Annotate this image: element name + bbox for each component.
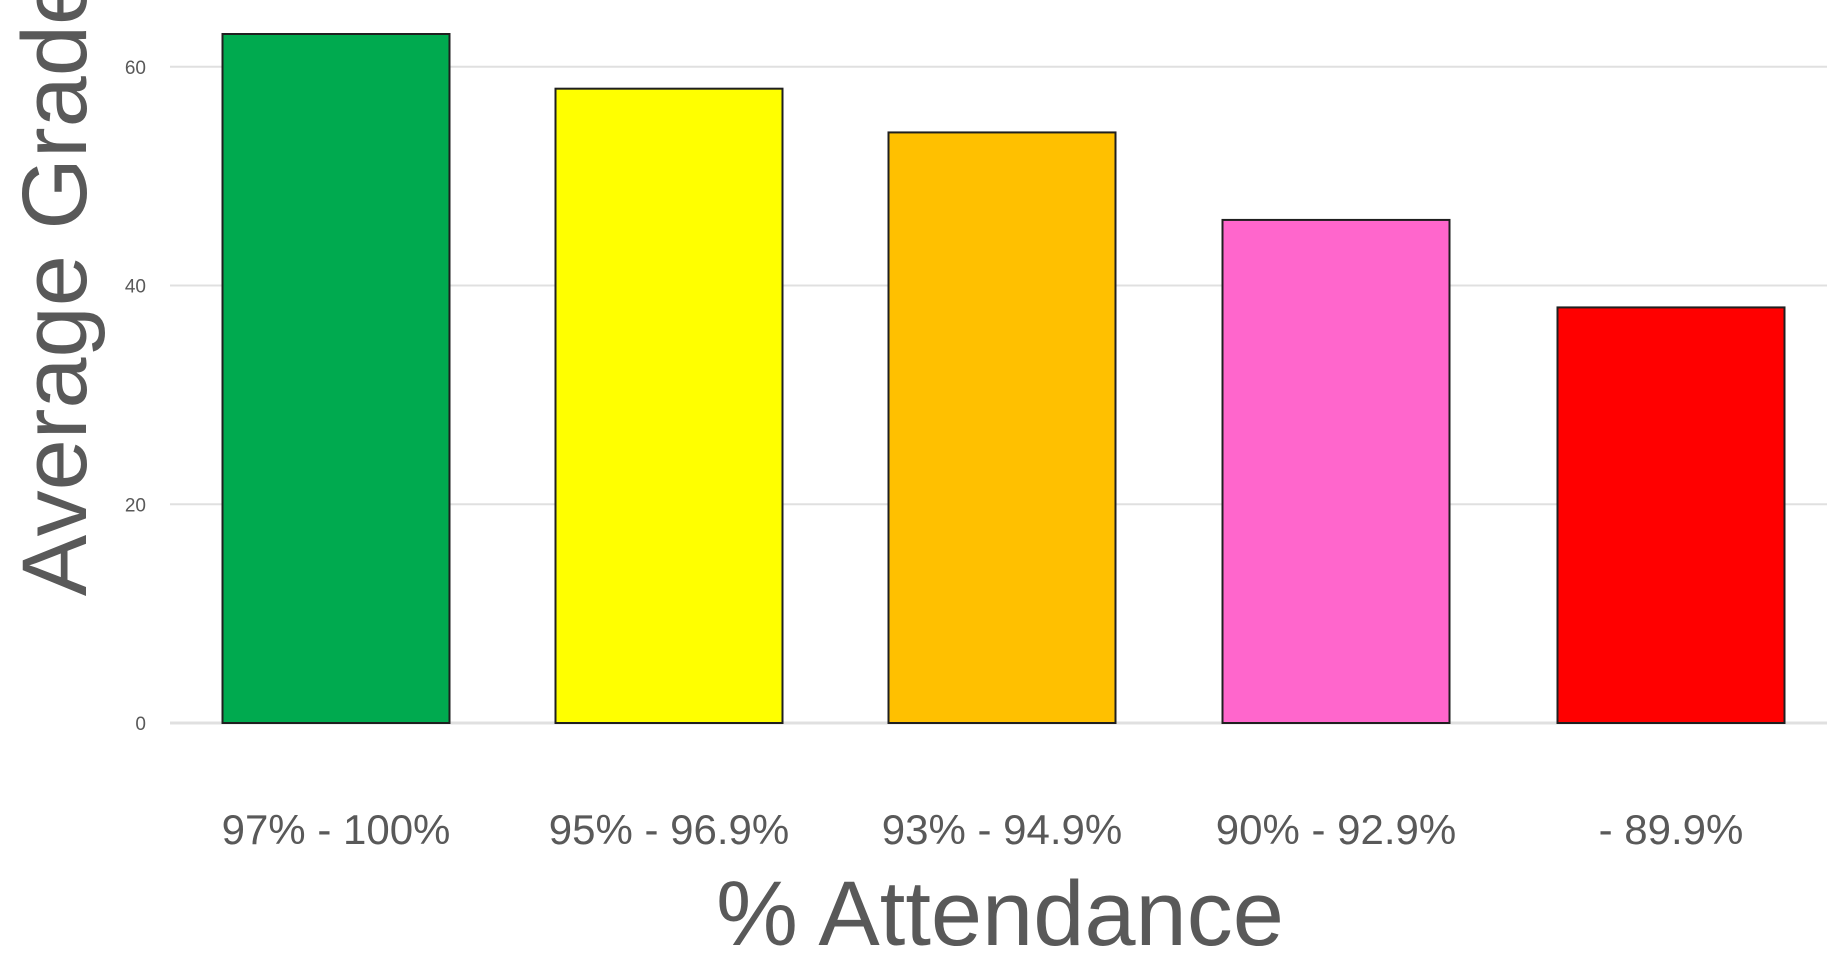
bar [1221, 218, 1451, 725]
bars [221, 33, 1786, 725]
bar [887, 131, 1117, 724]
x-tick-label: 90% - 92.9% [1216, 806, 1456, 853]
x-tick-label: 95% - 96.9% [549, 806, 789, 853]
x-axis-category-labels: 97% - 100% 95% - 96.9% 93% - 94.9% 90% - 92… [222, 806, 1744, 853]
x-tick-label: 93% - 94.9% [882, 806, 1122, 853]
y-tick-label: 0 [135, 714, 146, 735]
x-axis-title: % Attendance [716, 863, 1284, 953]
y-tick-label: 60 [125, 58, 146, 79]
bar [221, 33, 451, 724]
x-tick-label: 97% - 100% [222, 806, 451, 853]
bar [1556, 306, 1786, 724]
y-tick-label: 40 [125, 277, 146, 298]
bar [554, 87, 784, 724]
y-tick-label: 20 [125, 495, 146, 516]
x-tick-label: - 89.9% [1599, 806, 1744, 853]
y-axis-title: Average Grade [4, 0, 106, 596]
y-axis-ticks: 0 20 40 60 [125, 58, 146, 735]
